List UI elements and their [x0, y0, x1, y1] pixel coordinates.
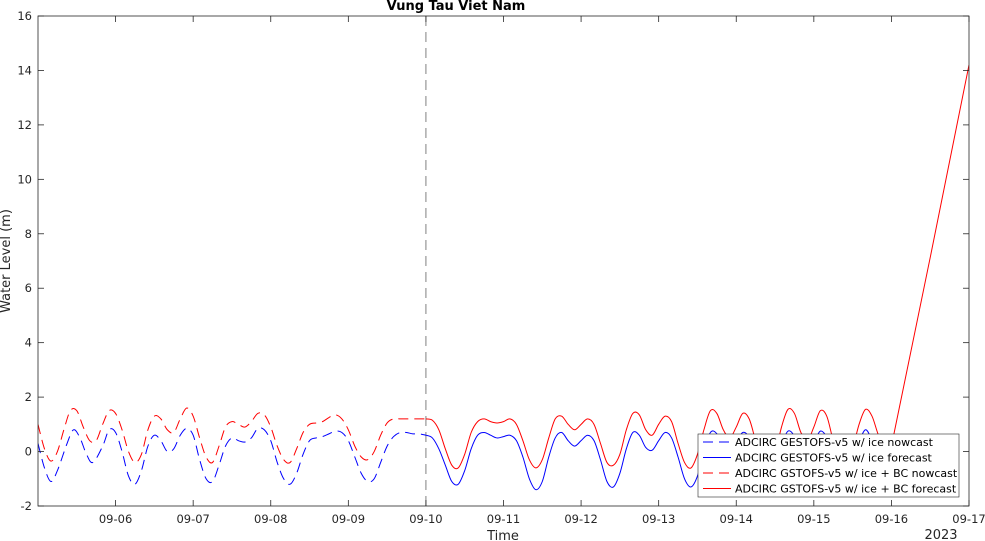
y-tick-label: 16 [17, 9, 32, 23]
series-line-3 [38, 407, 426, 464]
series-line-4 [425, 64, 969, 476]
x-tick-label: 09-07 [176, 512, 209, 526]
y-axis-ticks: -2 0 2 4 6 8 10 12 14 16 [17, 9, 969, 513]
y-axis-label: Water Level (m) [0, 209, 14, 313]
y-tick-label: 10 [17, 172, 32, 186]
y-tick-label: 14 [17, 63, 32, 77]
legend-label-3: ADCIRC GSTOFS-v5 w/ ice + BC nowcast [735, 467, 958, 480]
x-tick-label: 09-09 [332, 512, 365, 526]
legend-items: ADCIRC GESTOFS-v5 w/ ice nowcast ADCIRC G… [703, 436, 958, 496]
x-axis-label: Time [486, 529, 519, 541]
y-tick-label: 12 [17, 118, 32, 132]
legend-box [697, 433, 960, 498]
series-line-1 [38, 427, 427, 485]
legend-label-2: ADCIRC GESTOFS-v5 w/ ice forecast [735, 452, 933, 465]
x-tick-label: 09-10 [409, 512, 442, 526]
x-tick-label: 09-15 [797, 512, 830, 526]
x-axis-ticks: 09-06 09-07 09-08 09-09 09-10 09-11 09-12 09-13… [99, 16, 985, 526]
y-tick-label: 4 [25, 336, 32, 350]
x-tick-label: 09-16 [875, 512, 908, 526]
x-tick-label: 09-11 [487, 512, 520, 526]
legend-label-4: ADCIRC GSTOFS-v5 w/ ice + BC forecast [735, 483, 957, 496]
x-tick-label: 09-08 [254, 512, 287, 526]
x-tick-label: 09-14 [720, 512, 753, 526]
y-tick-label: 6 [25, 281, 32, 295]
x-tick-label: 09-06 [99, 512, 132, 526]
chart-legend: ADCIRC GESTOFS-v5 w/ ice nowcast ADCIRC G… [697, 433, 960, 498]
y-tick-label: 8 [25, 227, 32, 241]
x-tick-label: 09-13 [642, 512, 675, 526]
x-tick-label: 09-17 [952, 512, 985, 526]
year-label: 2023 [924, 528, 957, 541]
chart-title: Vung Tau Viet Nam [387, 0, 526, 14]
y-tick-label: 0 [25, 445, 32, 459]
y-tick-label: 2 [25, 390, 32, 404]
legend-label-1: ADCIRC GESTOFS-v5 w/ ice nowcast [735, 436, 934, 449]
plot-area [38, 16, 969, 506]
y-tick-label: -2 [21, 499, 32, 513]
x-tick-label: 09-12 [564, 512, 597, 526]
